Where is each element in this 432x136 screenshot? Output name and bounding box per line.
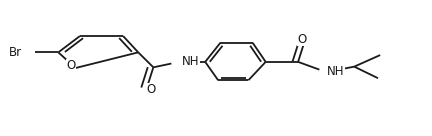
Text: Br: Br xyxy=(9,46,22,59)
Text: O: O xyxy=(146,83,156,96)
Text: O: O xyxy=(67,59,76,72)
Text: NH: NH xyxy=(182,55,200,68)
Text: NH: NH xyxy=(327,65,345,78)
Text: O: O xyxy=(298,33,307,46)
